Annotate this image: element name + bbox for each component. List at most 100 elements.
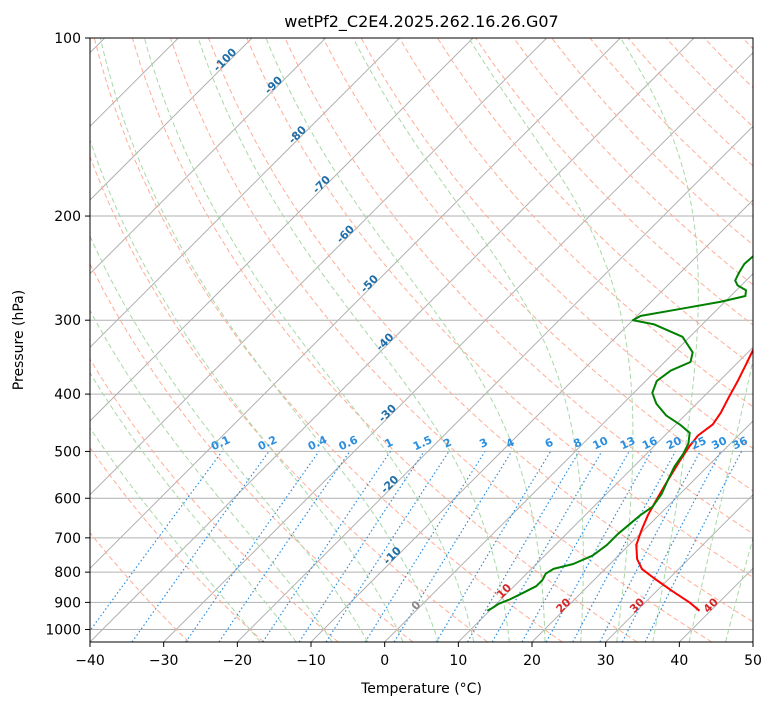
isotherm-label: -20 (378, 473, 401, 496)
mixing-ratio-label: 25 (689, 434, 708, 452)
x-tick-label: 20 (523, 653, 541, 669)
dry-adiabat (551, 38, 753, 246)
x-axis-title: Temperature (°C) (360, 681, 482, 697)
isotherm-line (90, 38, 253, 201)
mixing-ratio-label: 6 (543, 436, 556, 451)
dry-adiabat (208, 38, 753, 623)
dry-adiabat (742, 38, 753, 50)
isotherm-line (678, 567, 753, 642)
mixing-ratio-label: 1 (383, 436, 395, 451)
y-tick-label: 200 (54, 209, 81, 225)
dewpoint-profile-line (486, 255, 753, 612)
plot-area: 0.1 0.2 0.4 0.6 1 1.5 2 3 4 6 8 10 13 16 20 25 30 36-100-… (90, 38, 753, 642)
y-tick-label: 800 (54, 565, 81, 581)
mixing-ratio-line (218, 451, 351, 642)
dry-adiabat (436, 38, 753, 367)
moist-adiabat (619, 38, 699, 642)
mixing-ratio-label: 20 (664, 434, 684, 452)
dry-adiabat (360, 38, 753, 450)
isotherm-label: 40 (701, 595, 721, 615)
isotherm-line (457, 346, 753, 642)
isotherm-label: -30 (376, 401, 399, 424)
dry-adiabat (284, 38, 753, 535)
temperature-profile-line (635, 347, 753, 612)
mixing-ratio-line (393, 451, 513, 642)
isotherm-label: -50 (358, 272, 381, 295)
dry-adiabat (589, 38, 753, 206)
y-tick-label: 600 (54, 491, 81, 507)
mixing-ratio-line (521, 451, 630, 642)
plot-frame (89, 37, 754, 643)
moist-adiabat (352, 38, 584, 642)
mixing-ratio-label: 0.2 (256, 433, 279, 453)
mixing-ratio-line (298, 451, 425, 642)
y-axis-title: Pressure (hPa) (11, 290, 27, 390)
isotherm-line (90, 38, 695, 642)
mixing-ratio-line (325, 451, 450, 642)
y-axis: 100 200 300 400 500 600 700 800 900 1000 (45, 31, 90, 638)
moist-adiabat (90, 234, 369, 642)
isotherm-label: 20 (554, 595, 574, 615)
y-tick-label: 300 (54, 313, 81, 329)
x-tick-label: −20 (223, 653, 253, 669)
mixing-ratio-line (131, 451, 270, 642)
isotherm-line (384, 272, 753, 642)
dry-adiabat (90, 531, 190, 642)
dry-adiabat (170, 38, 712, 642)
dry-adiabat (93, 38, 563, 642)
dry-adiabat (90, 446, 264, 642)
y-tick-label: 700 (54, 531, 81, 547)
isotherm-line (90, 38, 400, 349)
moist-adiabat (90, 427, 261, 642)
isotherm-label: -90 (262, 73, 285, 96)
y-tick-label: 500 (54, 444, 81, 460)
mixing-ratio-line (644, 451, 743, 642)
isotherm-line (163, 51, 753, 642)
isotherm-label: -70 (310, 173, 333, 196)
isotherm-line (752, 641, 753, 642)
skewed-isotherms (90, 38, 753, 642)
moist-adiabat (468, 38, 634, 642)
y-tick-label: 100 (54, 31, 81, 47)
isotherm-line (90, 38, 548, 496)
isotherm-line (605, 493, 753, 642)
x-tick-label: −10 (296, 653, 326, 669)
x-tick-label: 10 (449, 653, 467, 669)
dry-adiabat (131, 38, 638, 642)
y-tick-label: 900 (54, 595, 81, 611)
mixing-ratio-label: 0.4 (306, 433, 329, 453)
mixing-ratio-label: 36 (730, 434, 750, 452)
dry-adiabat (90, 262, 414, 642)
mixing-ratio-label: 8 (571, 436, 583, 451)
dry-adiabat (513, 38, 753, 286)
mixing-ratio-line (621, 451, 722, 642)
moist-adiabat (197, 38, 510, 642)
moist-adiabat (688, 357, 753, 642)
x-tick-label: −40 (75, 653, 105, 669)
dry-adiabat (322, 38, 753, 492)
mixing-ratio-line (572, 451, 677, 642)
sounding-series (486, 255, 753, 612)
isotherm-line (90, 38, 327, 275)
dry-adiabat (703, 38, 753, 89)
dry-adiabat (475, 38, 753, 326)
isotherm-line (90, 38, 621, 570)
chart-title: wetPf2_C2E4.2025.262.16.26.G07 (284, 12, 558, 32)
y-tick-label: 400 (54, 387, 81, 403)
isotherm-label: -10 (381, 544, 404, 567)
dry-adiabats (90, 38, 753, 642)
mixing-ratio-line (599, 451, 701, 642)
mixing-ratio-line (435, 451, 552, 642)
mixing-ratio-line (545, 451, 652, 642)
moist-adiabat (265, 38, 546, 642)
isotherm-line (531, 420, 753, 642)
mixing-ratio-label: 13 (618, 434, 637, 452)
moist-adiabat (90, 309, 333, 642)
x-tick-label: 50 (744, 653, 762, 669)
isotherm-label: -40 (373, 330, 396, 353)
mixing-ratio-label: 3 (477, 436, 489, 451)
mixing-ratio-label: 0.6 (337, 433, 360, 453)
dry-adiabat (665, 38, 753, 128)
x-tick-label: 0 (380, 653, 389, 669)
